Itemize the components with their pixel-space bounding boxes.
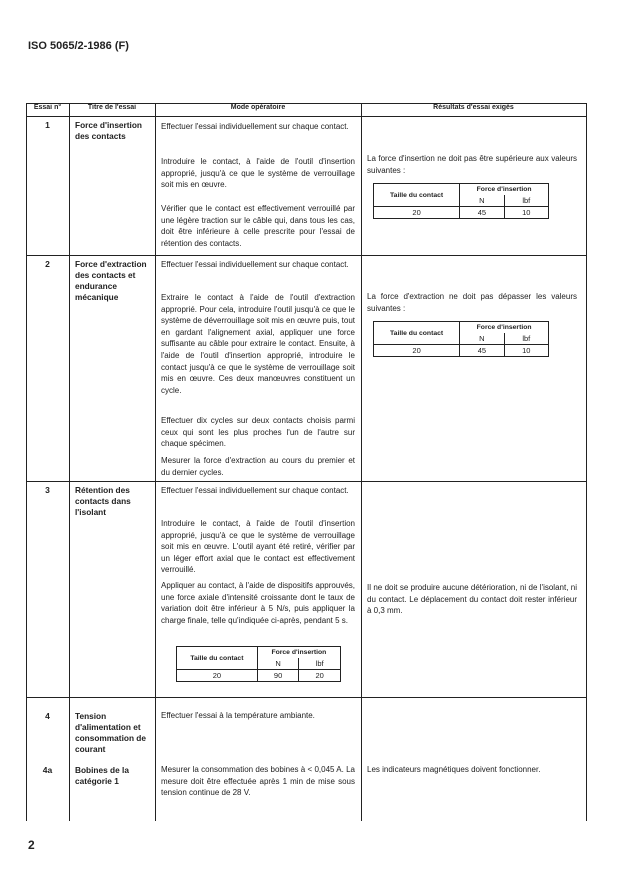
- procedure-text: Introduire le contact, à l'aide de l'out…: [161, 519, 355, 575]
- test-number: 1: [45, 120, 50, 130]
- table-cell: 20: [298, 669, 341, 682]
- result-text: Les indicateurs magnétiques doivent fonc…: [367, 765, 541, 774]
- table-header: Force d'insertion: [459, 183, 549, 195]
- table-divider: [26, 255, 587, 256]
- unit: N: [256, 658, 300, 670]
- test-number: 2: [45, 259, 50, 269]
- result-text: Il ne doit se produire aucune détériorat…: [367, 583, 577, 616]
- test-title: Force d'extraction des contacts et endur…: [75, 259, 147, 302]
- procedure-text: Extraire le contact à l'aide de l'outil …: [161, 293, 355, 395]
- procedure-text: Vérifier que le contact est effectivemen…: [161, 204, 355, 248]
- table-cell: 20: [372, 206, 461, 219]
- table-cell: 20: [176, 669, 258, 682]
- result-text: La force d'insertion ne doit pas être su…: [367, 154, 577, 175]
- table-divider: [26, 481, 587, 482]
- procedure-text: Effectuer dix cycles sur deux contacts c…: [161, 416, 355, 449]
- column-header: Titre de l'essai: [87, 104, 137, 111]
- unit: N: [459, 333, 505, 345]
- procedure-text: Effectuer l'essai individuellement sur c…: [161, 486, 349, 495]
- table-cell: 10: [503, 344, 550, 357]
- unit: lbf: [503, 333, 550, 345]
- table-cell: 90: [256, 669, 300, 682]
- procedure-text: Effectuer l'essai individuellement sur c…: [161, 260, 349, 269]
- test-title: Bobines de la catégorie 1: [75, 765, 129, 786]
- table-border: [26, 103, 27, 821]
- result-text: La force d'extraction ne doit pas dépass…: [367, 292, 577, 313]
- table-header: Force d'insertion: [256, 646, 342, 658]
- table-divider: [361, 103, 362, 821]
- test-number: 3: [45, 485, 50, 495]
- table-cell: 45: [459, 206, 505, 219]
- table-border: [586, 103, 587, 821]
- column-header: Résultats d'essai exigés: [433, 104, 514, 111]
- unit: lbf: [503, 195, 550, 207]
- table-header: Taille du contact: [176, 646, 258, 670]
- test-title: Rétention des contacts dans l'isolant: [75, 485, 131, 517]
- page-number: 2: [28, 838, 35, 852]
- table-divider: [155, 103, 156, 821]
- procedure-text: Appliquer au contact, à l'aide de dispos…: [161, 581, 355, 625]
- procedure-text: Effectuer l'essai à la température ambia…: [161, 711, 315, 720]
- test-title: Tension d'alimentation et consommation d…: [75, 711, 146, 754]
- column-header: Essai n°: [33, 104, 62, 111]
- unit: N: [459, 195, 505, 207]
- table-header: Force d'insertion: [459, 321, 549, 333]
- table-cell: 20: [372, 344, 461, 357]
- column-header: Mode opératoire: [230, 104, 286, 111]
- table-cell: 45: [459, 344, 505, 357]
- procedure-text: Mesurer la consommation des bobines à < …: [161, 765, 355, 798]
- table-header: Taille du contact: [372, 183, 461, 207]
- procedure-text: Mesurer la force d'extraction au cours d…: [161, 456, 355, 477]
- table-header: Taille du contact: [372, 321, 461, 345]
- test-number: 4: [45, 711, 50, 721]
- table-border: [26, 103, 587, 104]
- document-header: ISO 5065/2-1986 (F): [28, 40, 129, 52]
- test-title: Force d'insertion des contacts: [75, 120, 142, 141]
- unit: lbf: [298, 658, 341, 670]
- table-divider: [26, 116, 587, 117]
- test-number: 4a: [42, 765, 53, 775]
- procedure-text: Effectuer l'essai individuellement sur c…: [161, 122, 349, 131]
- table-cell: 10: [503, 206, 550, 219]
- table-divider: [26, 697, 587, 698]
- procedure-text: Introduire le contact, à l'aide de l'out…: [161, 157, 355, 190]
- table-divider: [69, 103, 70, 821]
